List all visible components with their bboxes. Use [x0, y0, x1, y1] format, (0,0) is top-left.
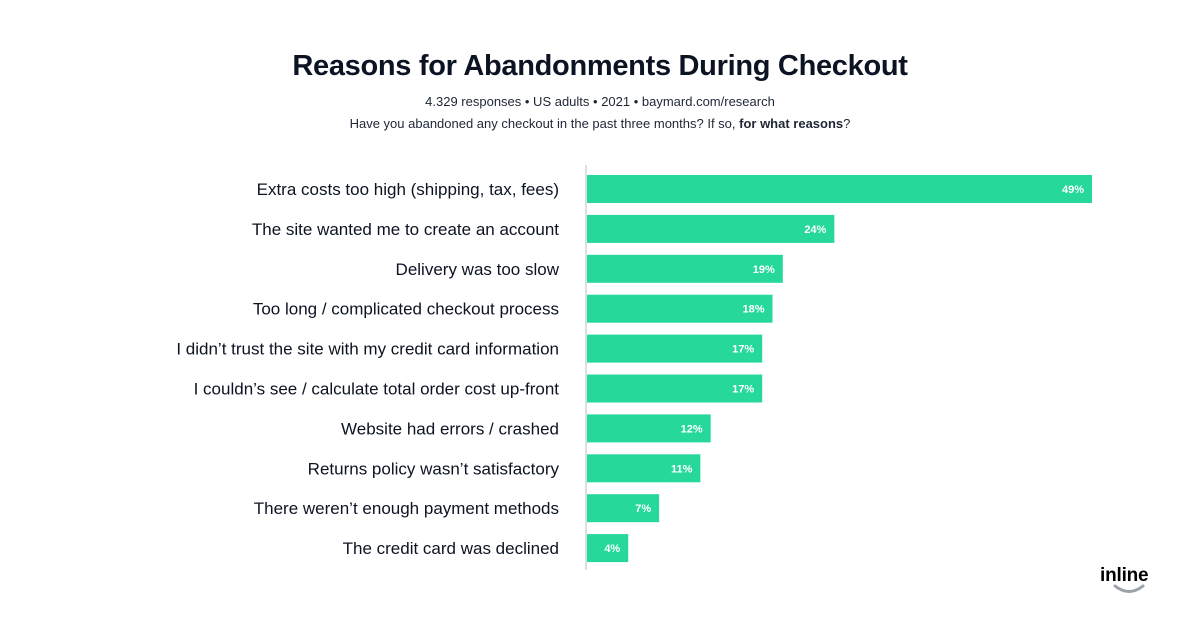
question-emphasis: for what reasons [739, 116, 844, 131]
value-label: 49% [1062, 184, 1084, 196]
value-label: 17% [732, 384, 754, 396]
bar [587, 454, 701, 483]
bar [587, 254, 783, 283]
question-prefix: Have you abandoned any checkout in the p… [349, 116, 740, 131]
category-label: Website had errors / crashed [341, 419, 559, 438]
logo-wordmark: inline [1100, 565, 1148, 586]
bar [587, 534, 629, 563]
category-label: Extra costs too high (shipping, tax, fee… [257, 180, 559, 199]
value-label: 7% [635, 503, 651, 515]
category-label: Too long / complicated checkout process [253, 300, 559, 319]
logo-smile-icon [1113, 584, 1145, 593]
inline-logo: inline [1100, 565, 1149, 593]
bar [587, 374, 763, 403]
category-label: I didn’t trust the site with my credit c… [176, 340, 559, 359]
chart-question: Have you abandoned any checkout in the p… [0, 116, 1200, 131]
category-label: Returns policy wasn’t satisfactory [308, 459, 560, 478]
category-label: I couldn’s see / calculate total order c… [194, 380, 560, 399]
question-suffix: ? [843, 116, 851, 131]
bar [587, 294, 773, 323]
value-label: 11% [671, 463, 693, 475]
bar [587, 494, 660, 523]
category-label: The site wanted me to create an account [252, 220, 559, 239]
value-label: 24% [804, 224, 826, 236]
chart-subtitle: 4.329 responses • US adults • 2021 • bay… [425, 94, 775, 109]
bar [587, 414, 711, 443]
value-label: 18% [742, 304, 764, 316]
category-label: Delivery was too slow [396, 260, 560, 279]
value-label: 19% [753, 264, 775, 276]
value-label: 4% [604, 543, 620, 555]
bar [587, 334, 763, 363]
category-label: The credit card was declined [343, 539, 559, 558]
chart-title: Reasons for Abandonments During Checkout [292, 50, 908, 82]
bar [587, 175, 1092, 203]
bar [587, 214, 835, 243]
category-label: There weren’t enough payment methods [254, 499, 559, 518]
value-label: 17% [732, 344, 754, 356]
value-label: 12% [681, 423, 703, 435]
